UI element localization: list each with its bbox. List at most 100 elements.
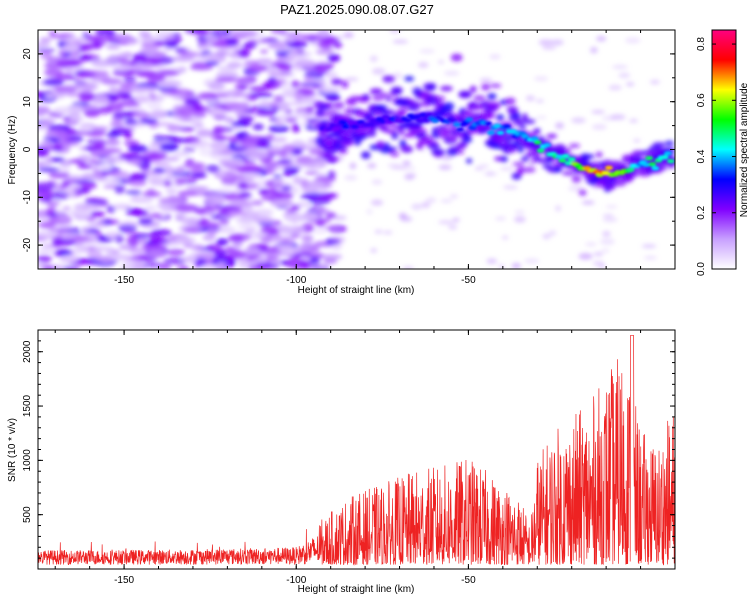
- noise-blob: [43, 78, 65, 86]
- noise-blob: [239, 215, 253, 223]
- noise-blob: [150, 229, 172, 237]
- ridge-blob: [500, 156, 508, 163]
- noise-blob: [116, 127, 136, 132]
- ridge-blob: [553, 166, 563, 173]
- ridge-blob: [399, 139, 407, 148]
- noise-blob: [137, 237, 148, 245]
- noise-blob: [449, 194, 459, 199]
- noise-blob: [479, 163, 489, 169]
- noise-blob: [330, 236, 346, 243]
- noise-blob: [134, 62, 145, 71]
- noise-blob: [304, 181, 324, 190]
- noise-blob: [191, 172, 207, 179]
- noise-blob: [316, 193, 337, 200]
- noise-blob: [38, 160, 53, 166]
- noise-blob: [296, 201, 311, 208]
- ridge-blob: [487, 93, 497, 100]
- noise-blob: [94, 150, 103, 156]
- noise-blob: [327, 170, 336, 179]
- noise-blob: [102, 218, 113, 226]
- ridge-peak: [567, 157, 576, 162]
- ridge-blob: [331, 78, 343, 85]
- noise-blob: [644, 256, 657, 260]
- noise-blob: [323, 225, 340, 231]
- noise-blob: [73, 79, 88, 85]
- noise-blob: [285, 117, 298, 123]
- ridge-peak: [419, 112, 427, 118]
- noise-blob: [259, 49, 269, 54]
- noise-blob: [180, 217, 201, 225]
- noise-blob: [269, 259, 282, 265]
- noise-blob: [93, 95, 110, 103]
- noise-blob: [38, 191, 53, 198]
- noise-blob: [641, 244, 657, 249]
- noise-blob: [349, 162, 357, 170]
- noise-blob: [299, 82, 321, 87]
- noise-blob: [514, 210, 525, 215]
- noise-blob: [118, 153, 135, 160]
- noise-blob: [86, 35, 106, 42]
- noise-blob: [255, 243, 269, 250]
- noise-blob: [76, 73, 94, 78]
- noise-blob: [57, 213, 72, 222]
- ridge-blob: [431, 149, 446, 156]
- noise-blob: [269, 227, 281, 234]
- ridge-blob: [595, 151, 603, 158]
- noise-blob: [45, 128, 68, 138]
- noise-blob: [578, 253, 593, 260]
- noise-blob: [272, 73, 296, 78]
- noise-blob: [233, 30, 258, 38]
- ridge-blob: [367, 129, 377, 137]
- ridge-blob: [338, 149, 348, 154]
- colorbar-ticks: 0.0 0.2 0.4 0.6 0.8: [696, 37, 736, 276]
- noise-blob: [168, 88, 192, 96]
- ridge-peak: [350, 124, 359, 129]
- noise-blob: [602, 230, 611, 237]
- noise-blob: [66, 118, 81, 124]
- noise-blob: [207, 164, 220, 174]
- spectrogram-y-label: Frequency (Hz): [7, 116, 18, 185]
- noise-blob: [118, 265, 143, 269]
- noise-blob: [294, 111, 307, 117]
- noise-blob: [141, 243, 160, 249]
- noise-blob: [169, 137, 189, 143]
- noise-blob: [48, 171, 70, 179]
- noise-blob: [270, 30, 288, 34]
- noise-blob: [271, 136, 288, 143]
- noise-blob: [173, 151, 191, 156]
- noise-blob: [74, 210, 91, 217]
- ridge-peak: [592, 169, 601, 174]
- ridge-blob: [404, 76, 415, 82]
- ridge-peak: [425, 113, 434, 118]
- signal-ridge-core: [319, 112, 675, 178]
- noise-blob: [524, 258, 540, 264]
- noise-blob: [408, 173, 417, 178]
- noise-blob: [114, 234, 124, 244]
- noise-blob: [77, 182, 98, 188]
- noise-blob: [205, 222, 220, 228]
- ridge-blob: [517, 145, 524, 153]
- noise-blob: [216, 262, 227, 267]
- noise-blob: [538, 39, 554, 46]
- y-tick-label: 1500: [22, 394, 33, 417]
- noise-blob: [152, 167, 166, 173]
- y-tick-label: 500: [22, 506, 33, 523]
- noise-blob: [281, 144, 295, 153]
- ridge-blob: [360, 151, 371, 160]
- ridge-blob: [324, 102, 334, 108]
- noise-blob: [117, 99, 139, 108]
- noise-blob: [250, 92, 274, 98]
- noise-blob: [38, 221, 56, 229]
- noise-blob: [243, 247, 261, 256]
- noise-blob: [150, 109, 168, 119]
- noise-blob: [204, 211, 214, 217]
- snr-series-line: [38, 335, 675, 566]
- noise-blob: [78, 54, 92, 60]
- noise-blob: [209, 141, 230, 150]
- snr-x-ticks: -150 -100 -50: [54, 330, 642, 586]
- noise-blob: [591, 124, 607, 130]
- noise-blob: [257, 137, 269, 143]
- ridge-blob: [561, 171, 575, 176]
- noise-blob: [183, 227, 202, 233]
